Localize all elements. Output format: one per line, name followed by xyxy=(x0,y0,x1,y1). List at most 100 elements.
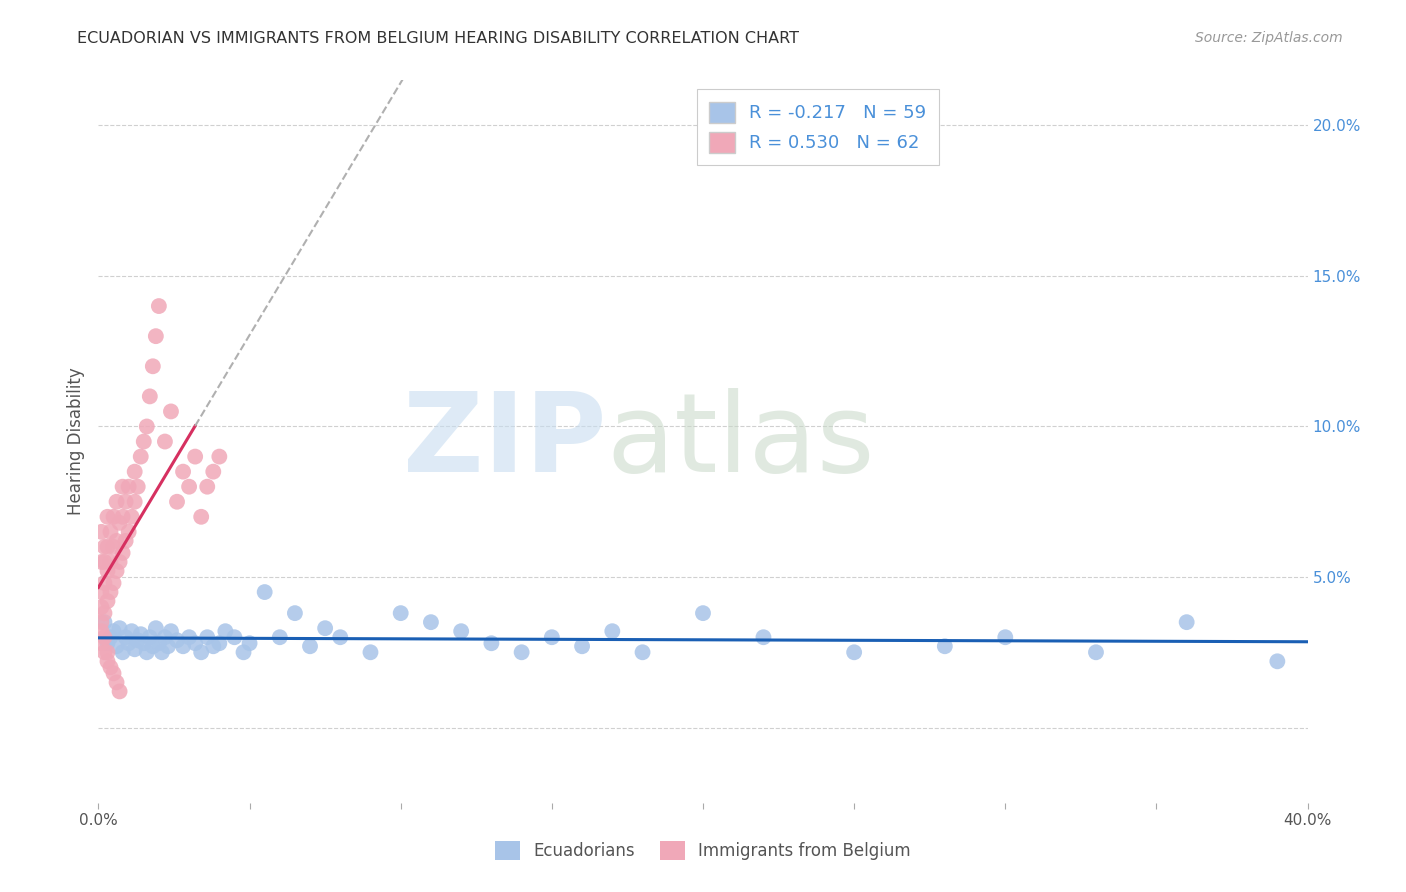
Text: Source: ZipAtlas.com: Source: ZipAtlas.com xyxy=(1195,31,1343,45)
Point xyxy=(96,654,118,668)
Point xyxy=(172,639,194,653)
Point xyxy=(166,494,188,508)
Point xyxy=(540,630,562,644)
Point xyxy=(114,630,136,644)
Text: atlas: atlas xyxy=(606,388,875,495)
Point xyxy=(103,576,125,591)
Point xyxy=(239,636,262,650)
Point xyxy=(844,645,866,659)
Point xyxy=(124,494,146,508)
Point xyxy=(179,630,201,644)
Y-axis label: Hearing Disability: Hearing Disability xyxy=(66,368,84,516)
Point xyxy=(299,639,322,653)
Point xyxy=(202,639,225,653)
Point xyxy=(132,434,155,449)
Point xyxy=(96,540,118,554)
Point xyxy=(105,494,128,508)
Point xyxy=(111,509,134,524)
Point xyxy=(329,630,352,644)
Point xyxy=(1175,615,1198,630)
Point xyxy=(100,585,122,599)
Point xyxy=(224,630,246,644)
Point xyxy=(172,465,194,479)
Point xyxy=(90,615,112,630)
Point xyxy=(934,639,956,653)
Point xyxy=(752,630,775,644)
Legend: Ecuadorians, Immigrants from Belgium: Ecuadorians, Immigrants from Belgium xyxy=(488,835,918,867)
Point xyxy=(118,636,141,650)
Point xyxy=(121,509,143,524)
Point xyxy=(195,480,218,494)
Point xyxy=(103,540,125,554)
Point xyxy=(269,630,291,644)
Point xyxy=(190,509,212,524)
Point xyxy=(111,645,134,659)
Point xyxy=(214,624,236,639)
Point xyxy=(105,675,128,690)
Point xyxy=(153,630,176,644)
Point xyxy=(127,480,149,494)
Point xyxy=(156,639,179,653)
Point xyxy=(160,404,183,418)
Point xyxy=(114,533,136,548)
Point xyxy=(139,389,162,403)
Point xyxy=(184,450,207,464)
Point xyxy=(118,480,141,494)
Point xyxy=(90,600,112,615)
Point xyxy=(150,645,173,659)
Point xyxy=(631,645,654,659)
Point xyxy=(360,645,382,659)
Point xyxy=(90,624,112,639)
Point xyxy=(145,329,167,343)
Point xyxy=(1085,645,1108,659)
Point xyxy=(124,642,146,657)
Point xyxy=(166,633,188,648)
Point xyxy=(202,465,225,479)
Point xyxy=(232,645,254,659)
Point xyxy=(121,624,143,639)
Point xyxy=(105,639,128,653)
Point xyxy=(129,450,152,464)
Point xyxy=(148,299,170,313)
Point xyxy=(111,480,134,494)
Point xyxy=(420,615,443,630)
Point xyxy=(195,630,218,644)
Point xyxy=(100,660,122,674)
Point xyxy=(93,606,115,620)
Point xyxy=(103,666,125,681)
Text: ECUADORIAN VS IMMIGRANTS FROM BELGIUM HEARING DISABILITY CORRELATION CHART: ECUADORIAN VS IMMIGRANTS FROM BELGIUM HE… xyxy=(77,31,800,46)
Point xyxy=(108,621,131,635)
Point xyxy=(1267,654,1289,668)
Point xyxy=(108,516,131,530)
Point xyxy=(284,606,307,620)
Point xyxy=(96,509,118,524)
Point xyxy=(96,636,118,650)
Point xyxy=(93,630,115,644)
Point xyxy=(103,624,125,639)
Point xyxy=(153,434,176,449)
Point xyxy=(142,639,165,653)
Point xyxy=(124,465,146,479)
Point xyxy=(105,564,128,578)
Point xyxy=(100,555,122,569)
Point xyxy=(184,636,207,650)
Point xyxy=(103,509,125,524)
Point xyxy=(90,585,112,599)
Point xyxy=(118,524,141,539)
Point xyxy=(253,585,276,599)
Point xyxy=(108,555,131,569)
Point xyxy=(93,555,115,569)
Point xyxy=(90,524,112,539)
Point xyxy=(135,419,157,434)
Point xyxy=(481,636,503,650)
Point xyxy=(132,636,155,650)
Point xyxy=(96,645,118,659)
Point xyxy=(90,636,112,650)
Point xyxy=(105,533,128,548)
Point xyxy=(135,645,157,659)
Point xyxy=(93,645,115,659)
Point xyxy=(93,576,115,591)
Point xyxy=(108,684,131,698)
Point xyxy=(139,630,162,644)
Point xyxy=(111,546,134,560)
